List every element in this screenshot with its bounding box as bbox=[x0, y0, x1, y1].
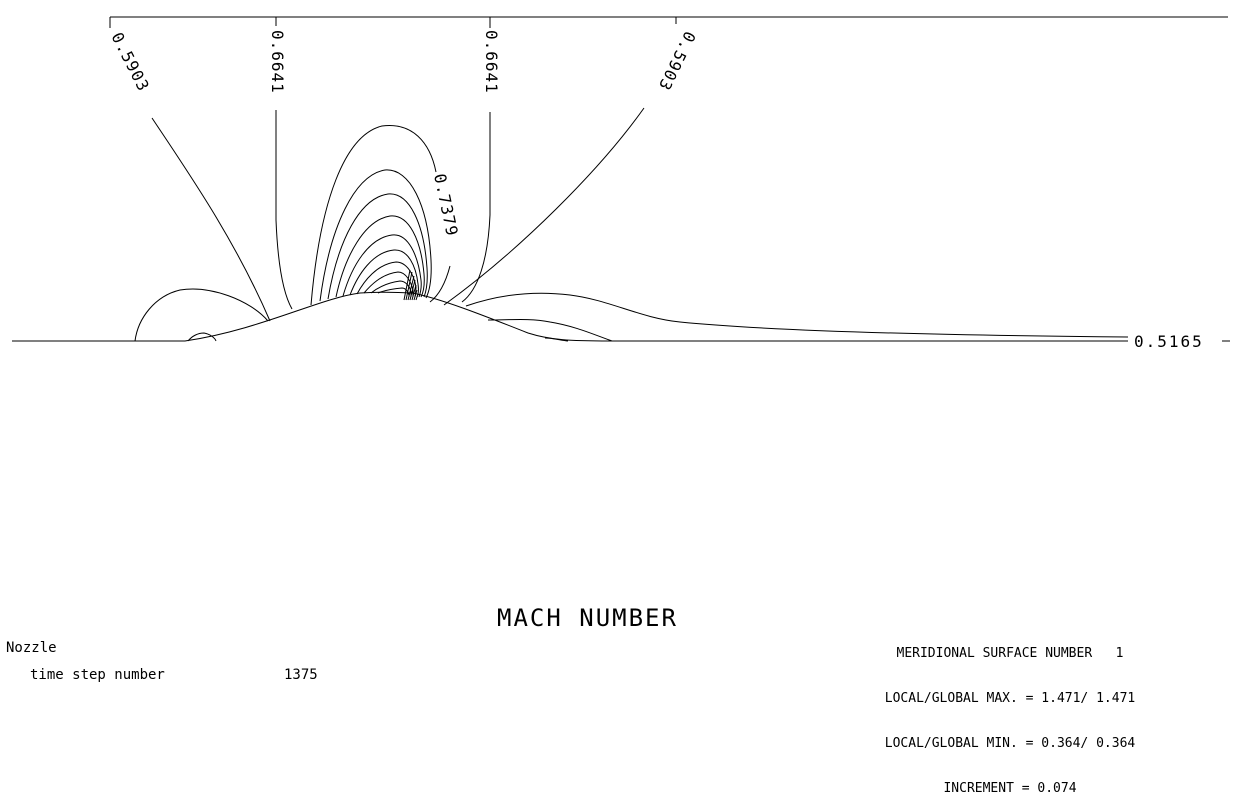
case-name: Nozzle bbox=[6, 640, 57, 656]
shock-cluster bbox=[403, 269, 419, 301]
inner-contour bbox=[335, 215, 425, 298]
lower-wall-with-bump bbox=[12, 291, 1128, 342]
contour-right-lobe bbox=[487, 319, 613, 342]
contour-0.5903-right bbox=[443, 17, 677, 306]
inner-contour bbox=[349, 249, 419, 298]
contour-left-lobe bbox=[134, 288, 269, 342]
mach-contour-plot: 0.5903 0.6641 0.6641 0.5903 0.7379 0.516… bbox=[12, 16, 1230, 351]
max-line: LOCAL/GLOBAL MAX. = 1.471/ 1.471 bbox=[884, 691, 1136, 706]
inner-contour bbox=[370, 280, 412, 297]
increment-line: INCREMENT = 0.074 bbox=[943, 781, 1077, 796]
inner-contour bbox=[342, 234, 422, 298]
contour-0.6641-left bbox=[275, 17, 293, 310]
time-step-label: time step number bbox=[30, 667, 165, 683]
contour-right-small bbox=[544, 337, 569, 342]
contour-label: 0.5903 bbox=[654, 28, 699, 94]
time-step-value: 1375 bbox=[284, 667, 318, 683]
contour-label: 0.7379 bbox=[430, 172, 462, 238]
inner-contour bbox=[327, 193, 428, 300]
contour-label: 0.6641 bbox=[268, 30, 287, 94]
contour-label: 0.6641 bbox=[482, 30, 501, 94]
contour-label: 0.5903 bbox=[107, 29, 153, 94]
contour-0.5165 bbox=[465, 292, 1129, 338]
contour-0.6641-right bbox=[461, 17, 491, 303]
contour-left-small bbox=[187, 332, 217, 342]
contour-label: 0.5165 bbox=[1134, 332, 1204, 351]
info-panel: MERIDIONAL SURFACE NUMBER 1 LOCAL/GLOBAL… bbox=[820, 616, 1200, 811]
contour-0.7379 bbox=[310, 125, 451, 306]
min-line: LOCAL/GLOBAL MIN. = 0.364/ 0.364 bbox=[884, 736, 1136, 751]
inner-contour bbox=[377, 287, 410, 297]
contour-0.5903-left bbox=[109, 17, 271, 322]
inner-contour bbox=[319, 169, 432, 302]
plot-title: MACH NUMBER bbox=[497, 604, 678, 632]
meridional-surface-line: MERIDIONAL SURFACE NUMBER 1 bbox=[896, 646, 1124, 661]
